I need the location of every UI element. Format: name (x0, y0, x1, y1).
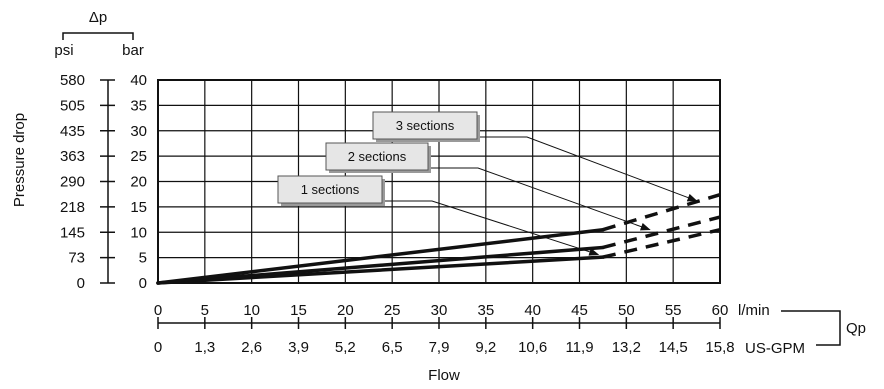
lmin-tick-label: 20 (337, 302, 354, 319)
lmin-tick-label: 25 (384, 302, 401, 319)
usgpm-tick-label: 6,5 (382, 339, 403, 356)
bar-tick-label: 25 (130, 148, 147, 165)
bar-tick-label: 40 (130, 72, 147, 89)
lmin-tick-label: 15 (290, 302, 307, 319)
usgpm-tick-label: 3,9 (288, 339, 309, 356)
usgpm-tick-label: 15,8 (705, 339, 734, 356)
usgpm-unit-label: US-GPM (745, 340, 805, 357)
psi-tick-label: 580 (60, 72, 85, 89)
callout-box (277, 175, 383, 204)
series-dashed-line (602, 215, 721, 250)
series-solid-line (156, 227, 605, 285)
psi-tick-label: 145 (60, 224, 85, 241)
series-layer (156, 193, 721, 285)
lmin-tick-label: 0 (154, 302, 162, 319)
callout-box (325, 142, 429, 171)
bar-tick-label: 20 (130, 174, 147, 191)
bar-tick-label: 15 (130, 199, 147, 216)
lmin-tick-label: 5 (201, 302, 209, 319)
flow-bracket (826, 310, 841, 346)
usgpm-tick-label: 10,6 (518, 339, 547, 356)
series-name-label: 1 sections (301, 182, 360, 197)
usgpm-tick-label: 13,2 (612, 339, 641, 356)
usgpm-tick-label: 1,3 (194, 339, 215, 356)
delta-p-label: Δp (89, 9, 107, 26)
series-dashed-line (602, 193, 721, 232)
bar-tick-label: 5 (139, 250, 147, 267)
usgpm-tick-label: 9,2 (475, 339, 496, 356)
callout-leader (428, 167, 651, 231)
usgpm-tick-label: 7,9 (429, 339, 450, 356)
bar-tick-label: 35 (130, 97, 147, 114)
series-name-label: 2 sections (348, 149, 407, 164)
flow-symbol-label: Qp (846, 320, 866, 337)
callouts: 1 sections 2 sections 3 sections (277, 111, 698, 256)
psi-tick-label: 73 (68, 250, 85, 267)
lmin-tick-label: 10 (243, 302, 260, 319)
lmin-tick-label: 30 (431, 302, 448, 319)
usgpm-tick-label: 2,6 (241, 339, 262, 356)
psi-tick-label: 218 (60, 199, 85, 216)
usgpm-tick-label: 14,5 (659, 339, 688, 356)
series-dashed-line (602, 228, 721, 259)
psi-tick-label: 290 (60, 174, 85, 191)
callout-leader (477, 136, 698, 202)
bar-tick-label: 30 (130, 123, 147, 140)
x-axis-label: Flow (428, 367, 460, 384)
grid (158, 80, 720, 283)
lmin-tick-label: 40 (524, 302, 541, 319)
callout-box (372, 111, 478, 140)
lmin-tick-label: 50 (618, 302, 635, 319)
y-axis: 40 580 35 505 30 435 25 363 20 290 15 218 10 145 5 73 0 0 (60, 72, 147, 292)
lmin-tick-label: 35 (477, 302, 494, 319)
bar-tick-label: 0 (139, 275, 147, 292)
series-solid-line (156, 245, 605, 285)
usgpm-tick-label: 11,9 (565, 339, 593, 356)
psi-tick-label: 0 (77, 275, 85, 292)
psi-tick-label: 505 (60, 97, 85, 114)
psi-unit-label: psi (54, 42, 73, 59)
psi-tick-label: 435 (60, 123, 85, 140)
bar-tick-label: 10 (130, 224, 147, 241)
lmin-tick-label: 45 (571, 302, 588, 319)
y-axis-label: Pressure drop (11, 113, 28, 207)
bar-unit-label: bar (122, 42, 144, 59)
psi-tick-label: 363 (60, 148, 85, 165)
x-axis: 0 0 5 1,3 10 2,6 15 3,9 20 5,2 25 6,5 30 7,9 35 9,2 40 10… (154, 302, 735, 356)
lmin-tick-label: 60 (712, 302, 729, 319)
lmin-unit-label: l/min (738, 302, 770, 319)
callout-leader (382, 200, 600, 256)
lmin-tick-label: 55 (665, 302, 682, 319)
usgpm-tick-label: 5,2 (335, 339, 356, 356)
usgpm-tick-label: 0 (154, 339, 162, 356)
delta-p-bracket (62, 32, 134, 40)
series-name-label: 3 sections (396, 118, 455, 133)
